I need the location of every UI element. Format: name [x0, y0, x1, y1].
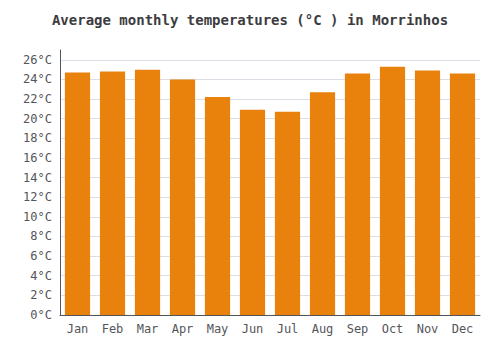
svg-text:Apr: Apr — [172, 322, 194, 336]
svg-text:24°C: 24°C — [23, 72, 52, 86]
svg-text:26°C: 26°C — [23, 53, 52, 67]
svg-text:4°C: 4°C — [30, 269, 52, 283]
svg-text:22°C: 22°C — [23, 92, 52, 106]
svg-text:18°C: 18°C — [23, 131, 52, 145]
svg-text:2°C: 2°C — [30, 288, 52, 302]
svg-text:Jul: Jul — [277, 322, 299, 336]
svg-text:Mar: Mar — [137, 322, 159, 336]
svg-text:Nov: Nov — [417, 322, 439, 336]
svg-text:Average monthly temperatures (: Average monthly temperatures (°C ) in Mo… — [52, 12, 448, 28]
svg-text:Aug: Aug — [312, 322, 334, 336]
svg-text:14°C: 14°C — [23, 171, 52, 185]
svg-text:6°C: 6°C — [30, 249, 52, 263]
svg-text:Jan: Jan — [67, 322, 89, 336]
svg-text:0°C: 0°C — [30, 308, 52, 322]
svg-text:12°C: 12°C — [23, 190, 52, 204]
svg-text:20°C: 20°C — [23, 112, 52, 126]
svg-text:Feb: Feb — [102, 322, 124, 336]
svg-text:May: May — [207, 322, 229, 336]
svg-text:16°C: 16°C — [23, 151, 52, 165]
svg-text:10°C: 10°C — [23, 210, 52, 224]
svg-text:8°C: 8°C — [30, 229, 52, 243]
svg-text:Dec: Dec — [452, 322, 474, 336]
svg-text:Sep: Sep — [347, 322, 369, 336]
svg-text:Oct: Oct — [382, 322, 404, 336]
svg-text:Jun: Jun — [242, 322, 264, 336]
